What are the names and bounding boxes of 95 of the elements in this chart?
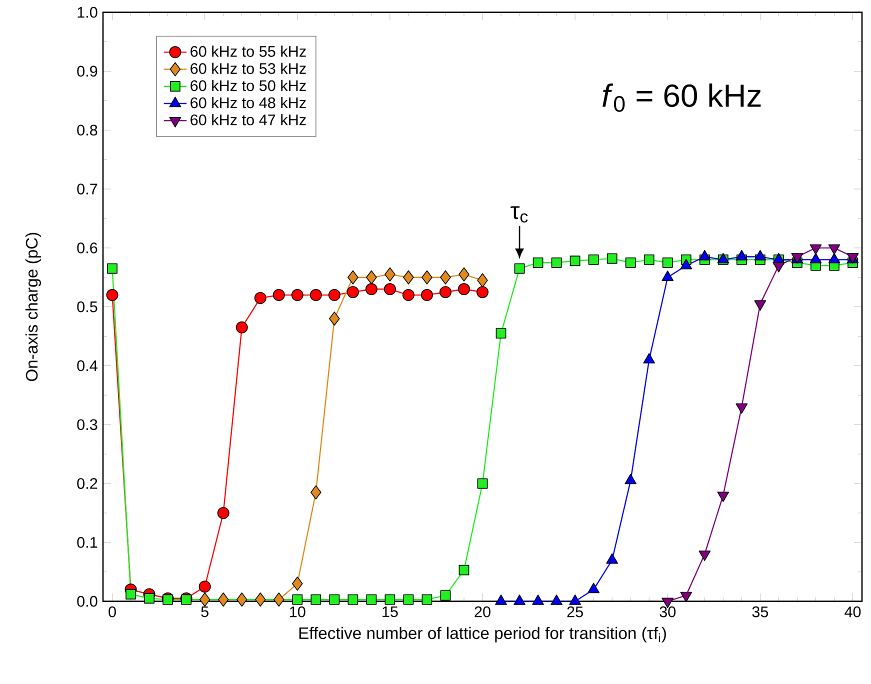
point	[420, 289, 433, 302]
point	[217, 506, 230, 519]
point	[402, 289, 414, 302]
y-tick-label: 0.6	[77, 242, 98, 254]
point	[496, 328, 506, 339]
point	[458, 564, 470, 576]
point	[514, 263, 525, 274]
point	[532, 257, 544, 268]
point	[365, 283, 378, 296]
point	[606, 553, 618, 564]
point	[532, 594, 544, 605]
point	[328, 289, 340, 302]
x-tick-label: 20	[474, 606, 490, 618]
point	[588, 254, 599, 265]
legend-label: 60 kHz to 55 kHz	[190, 46, 306, 57]
x-tick-label: 35	[752, 606, 768, 618]
point	[606, 253, 618, 264]
point	[273, 592, 284, 607]
point	[440, 590, 451, 601]
point	[422, 270, 432, 284]
point	[662, 257, 673, 268]
point	[310, 289, 322, 302]
point	[348, 270, 358, 284]
point	[477, 478, 488, 489]
x-tick-label: 0	[108, 606, 116, 618]
point	[126, 589, 136, 600]
point	[403, 594, 414, 605]
point	[366, 594, 377, 605]
point	[198, 580, 211, 593]
legend-label: 60 kHz to 47 kHz	[190, 114, 306, 126]
y-tick-label: 0.8	[77, 124, 98, 136]
point	[218, 592, 229, 607]
point	[199, 592, 210, 607]
y-tick-label: 0.7	[77, 184, 98, 194]
point	[440, 270, 451, 284]
point	[403, 270, 414, 284]
point	[384, 283, 396, 296]
y-tick-label: 0.4	[77, 360, 98, 372]
point	[329, 594, 340, 605]
point	[272, 289, 285, 302]
x-tick-label: 15	[382, 606, 398, 618]
point	[458, 267, 470, 282]
point	[550, 594, 562, 605]
point	[329, 312, 340, 326]
legend-label: 60 kHz to 50 kHz	[190, 80, 306, 92]
point	[346, 286, 359, 298]
point	[570, 256, 580, 266]
x-tick-label: 25	[567, 606, 583, 618]
y-tick-label: 0.5	[77, 301, 98, 312]
legend-label: 60 kHz to 48 kHz	[190, 96, 306, 108]
point	[144, 593, 154, 604]
point	[310, 594, 322, 605]
x-tick-label: 40	[844, 606, 861, 618]
annotation: f$_{0}$ = 60 kHz	[602, 84, 761, 112]
point	[236, 321, 248, 334]
y-tick-label: 0.0	[77, 596, 98, 607]
point	[569, 594, 582, 605]
point	[106, 289, 118, 302]
y-axis-title: On-axis charge (pC)	[25, 232, 41, 382]
legend-label: 60 kHz to 53 kHz	[190, 62, 306, 74]
point	[476, 286, 489, 298]
point	[624, 474, 637, 484]
y-tick-label: 0.1	[77, 536, 98, 548]
point	[644, 254, 654, 265]
point	[625, 257, 636, 268]
point	[477, 273, 488, 288]
point	[291, 289, 304, 302]
annotation: τ$_{c}$	[510, 206, 528, 223]
point	[551, 257, 562, 268]
point	[514, 594, 526, 605]
point	[236, 592, 248, 607]
point	[366, 270, 377, 284]
point	[254, 592, 266, 607]
point	[458, 283, 470, 296]
point	[439, 286, 452, 298]
x-tick-label: 5	[201, 606, 208, 618]
point	[384, 267, 396, 282]
y-tick-label: 0.3	[77, 419, 98, 430]
point	[254, 292, 266, 304]
point	[772, 262, 785, 272]
x-tick-label: 10	[290, 606, 306, 618]
point	[292, 594, 303, 605]
point	[107, 263, 118, 274]
point	[495, 594, 507, 605]
y-tick-label: 1.0	[78, 6, 98, 18]
point	[588, 582, 600, 594]
x-tick-label: 30	[660, 606, 676, 618]
point	[292, 576, 303, 591]
x-axis-title: Effective number of lattice period for transition (τf$_{i}$)	[299, 626, 666, 642]
y-tick-label: 0.9	[77, 66, 98, 77]
y-tick-label: 0.2	[77, 478, 98, 489]
point	[384, 594, 396, 605]
point	[310, 485, 322, 500]
point	[348, 594, 358, 605]
point	[422, 594, 432, 605]
